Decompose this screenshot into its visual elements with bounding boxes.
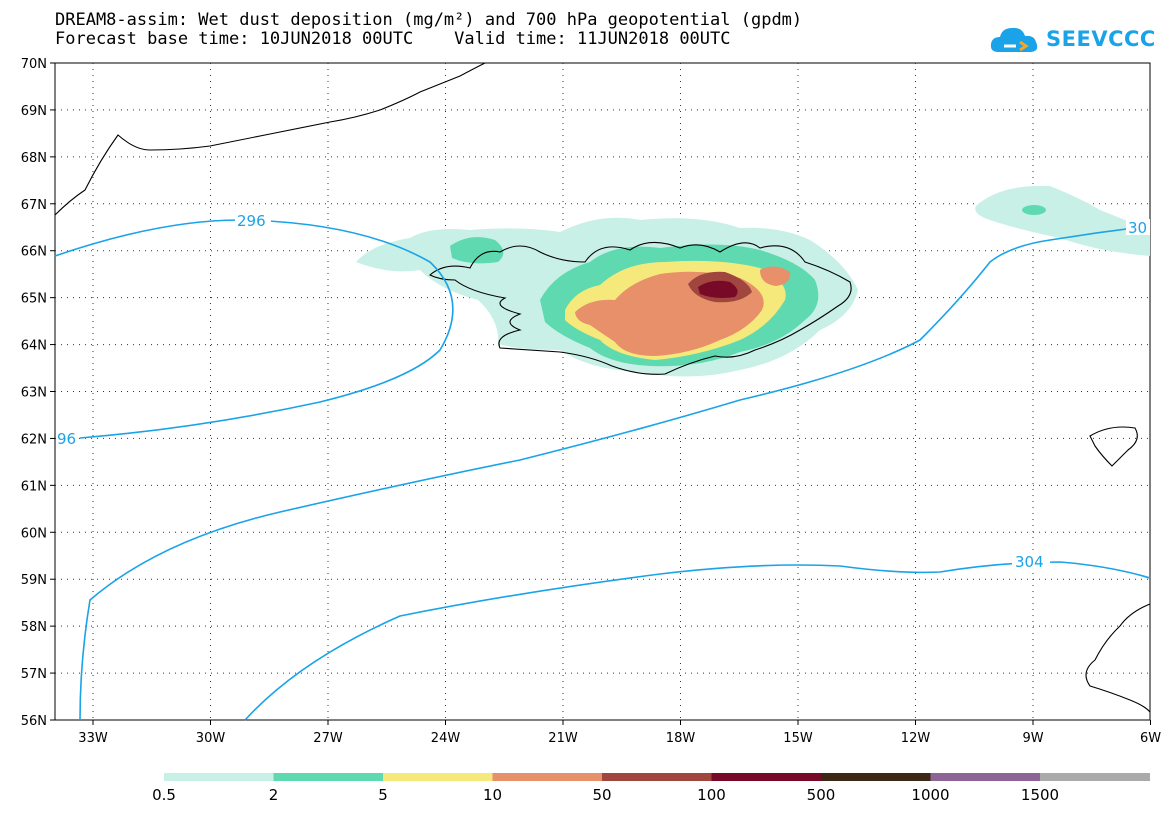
colorbar-swatch <box>492 773 603 781</box>
seevccc-logo: SEEVCCC <box>990 22 1156 56</box>
dust-area-green-east <box>1022 205 1046 215</box>
lat-label: 58N <box>21 620 47 635</box>
lon-label: 27W <box>313 731 343 746</box>
colorbar-label: 5 <box>378 786 388 804</box>
lat-label: 67N <box>21 198 47 213</box>
longitude-labels: 33W 30W 27W 24W 21W 18W 15W 12W 9W 6W <box>78 720 1161 746</box>
lat-label: 70N <box>21 57 47 72</box>
lat-label: 62N <box>21 432 47 447</box>
lat-label: 68N <box>21 151 47 166</box>
iceland-coast <box>429 241 852 375</box>
lat-label: 60N <box>21 526 47 541</box>
scotland-coast <box>1085 603 1151 713</box>
latitude-labels: 70N 69N 68N 67N 66N 65N 64N 63N 62N 61N 60N 59N 58N 5… <box>21 57 55 729</box>
faroe-coast <box>1089 426 1138 467</box>
lat-label: 64N <box>21 339 47 354</box>
colorbar-swatch <box>602 773 712 781</box>
lon-label: 15W <box>783 731 813 746</box>
colorbar-label: 1500 <box>1021 786 1059 804</box>
logo-text: SEEVCCC <box>1046 27 1156 51</box>
contour-label-296: 296 <box>237 212 266 230</box>
lon-label: 12W <box>901 731 931 746</box>
colorbar-label: 2 <box>269 786 279 804</box>
lon-label: 33W <box>78 731 108 746</box>
colorbar-label: 1000 <box>911 786 949 804</box>
colorbar-swatch <box>164 773 274 781</box>
lon-label: 6W <box>1140 731 1161 746</box>
dust-area-light-east <box>975 185 1150 256</box>
dust-deposition-field <box>356 185 1150 377</box>
colorbar-swatch <box>1040 773 1150 781</box>
map-title: DREAM8-assim: Wet dust deposition (mg/m²… <box>55 10 803 30</box>
lat-label: 69N <box>21 104 47 119</box>
contour-label-30: 30 <box>1128 219 1147 237</box>
lon-label: 24W <box>431 731 461 746</box>
colorbar-label: 50 <box>592 786 611 804</box>
colorbar-swatch <box>821 773 931 781</box>
colorbar-label: 10 <box>483 786 502 804</box>
coastlines <box>54 62 1151 713</box>
lon-label: 9W <box>1022 731 1043 746</box>
lat-label: 59N <box>21 573 47 588</box>
lat-label: 57N <box>21 667 47 682</box>
colorbar-swatch <box>383 773 493 781</box>
lon-label: 21W <box>548 731 578 746</box>
colorbar-label: 500 <box>807 786 836 804</box>
map-subtitle: Forecast base time: 10JUN2018 00UTC Vali… <box>55 29 731 49</box>
contour-296-north <box>54 219 454 439</box>
colorbar: 0.5 2 5 10 50 100 500 1000 1500 <box>152 773 1150 804</box>
lat-label: 66N <box>21 245 47 260</box>
lat-label: 63N <box>21 386 47 401</box>
lat-label: 56N <box>21 714 47 729</box>
dust-area-darkred <box>698 280 738 298</box>
colorbar-swatch <box>930 773 1041 781</box>
colorbar-label: 0.5 <box>152 786 176 804</box>
colorbar-swatch <box>273 773 384 781</box>
contour-label-304: 304 <box>1015 553 1044 571</box>
colorbar-label: 100 <box>697 786 726 804</box>
graticule <box>55 63 1150 720</box>
colorbar-swatch <box>711 773 822 781</box>
cloud-icon <box>990 27 1038 52</box>
greenland-coast <box>54 62 486 216</box>
dust-area-green-nw <box>450 237 504 264</box>
contour-300 <box>79 225 1151 721</box>
dust-area-orange-e <box>760 266 791 286</box>
contour-label-96: 96 <box>57 430 76 448</box>
lat-label: 61N <box>21 479 47 494</box>
lat-label: 65N <box>21 292 47 307</box>
lon-label: 30W <box>196 731 226 746</box>
lon-label: 18W <box>666 731 696 746</box>
